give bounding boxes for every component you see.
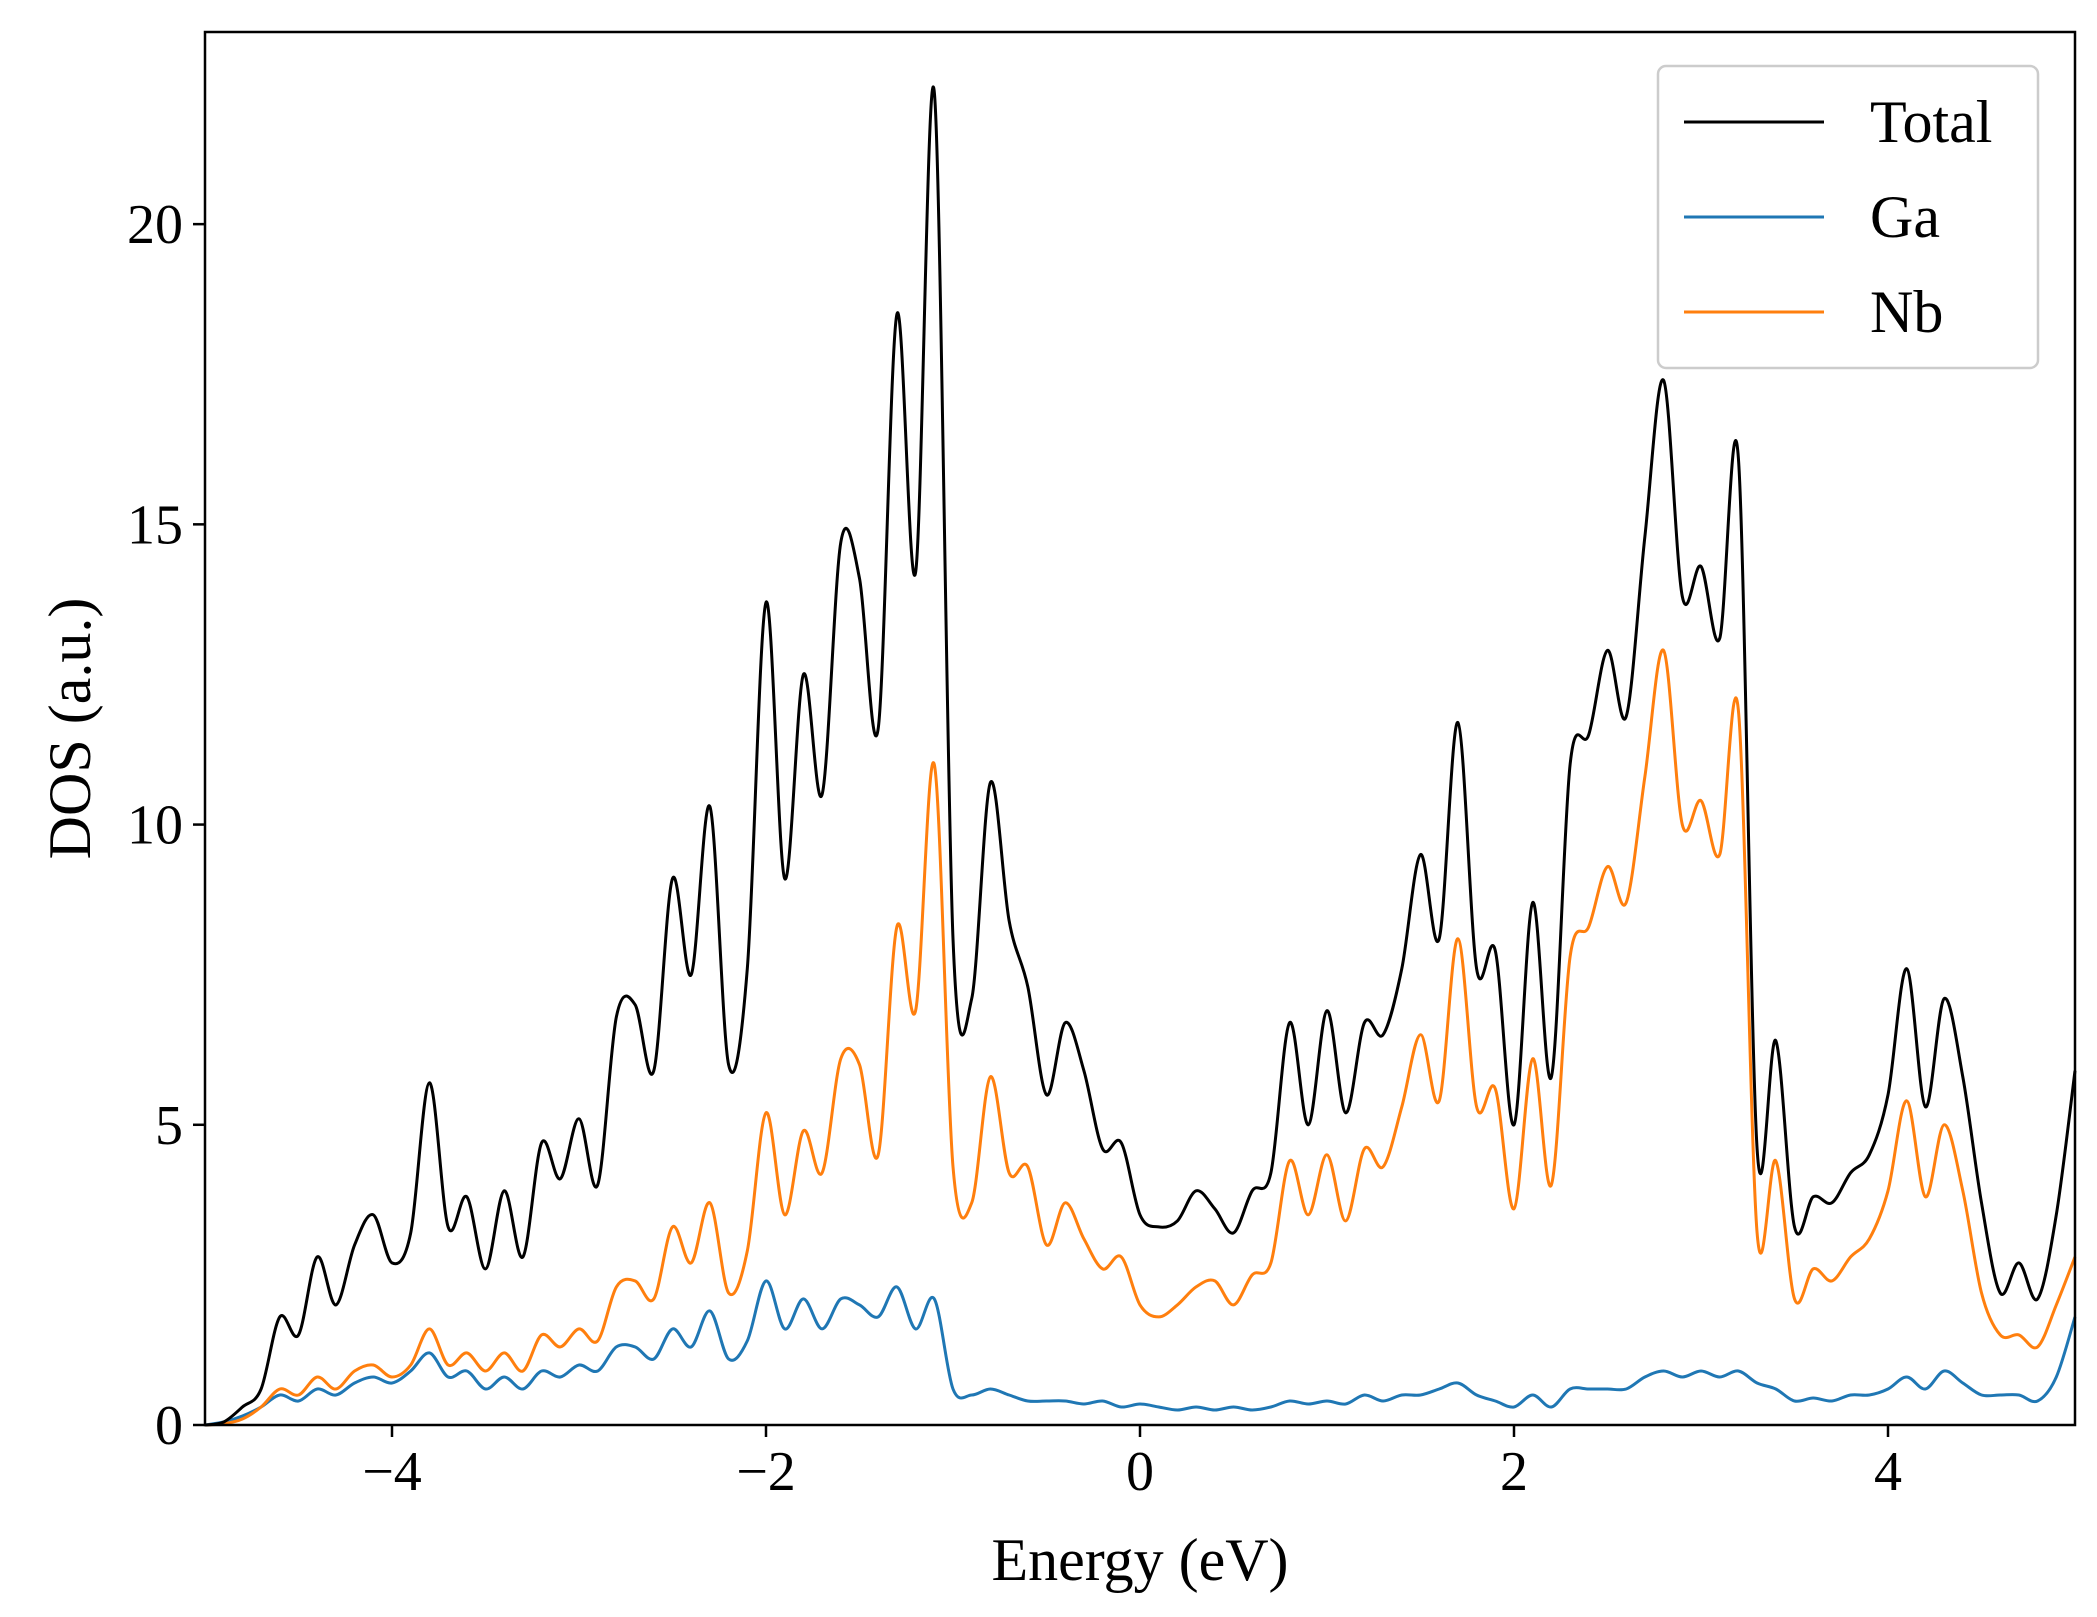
series-line-ga xyxy=(204,1279,2077,1427)
y-tick-label: 10 xyxy=(127,795,183,857)
x-tick-label: 2 xyxy=(1500,1441,1528,1503)
legend-label-total: Total xyxy=(1870,89,1992,155)
x-tick-label: −2 xyxy=(736,1441,796,1503)
legend-label-ga: Ga xyxy=(1870,184,1940,250)
series-lines xyxy=(204,85,2077,1427)
series-line-total xyxy=(204,85,2077,1427)
x-tick-label: 0 xyxy=(1126,1441,1154,1503)
y-axis-label: DOS (a.u.) xyxy=(37,598,103,860)
x-tick-label: −4 xyxy=(362,1441,422,1503)
y-tick-label: 20 xyxy=(127,194,183,256)
legend-label-nb: Nb xyxy=(1870,279,1943,345)
y-tick-label: 5 xyxy=(155,1095,183,1157)
x-axis-label: Energy (eV) xyxy=(991,1527,1288,1593)
series-line-nb xyxy=(204,648,2077,1427)
axis-ticks: −4 −2 0 2 4 0 5 10 15 20 xyxy=(127,194,1902,1503)
legend: Total Ga Nb xyxy=(1656,64,2040,370)
axes-frame xyxy=(203,30,2077,1427)
legend-box xyxy=(1656,64,2040,370)
x-tick-label: 4 xyxy=(1874,1441,1902,1503)
y-tick-label: 0 xyxy=(155,1395,183,1457)
y-tick-label: 15 xyxy=(127,494,183,556)
